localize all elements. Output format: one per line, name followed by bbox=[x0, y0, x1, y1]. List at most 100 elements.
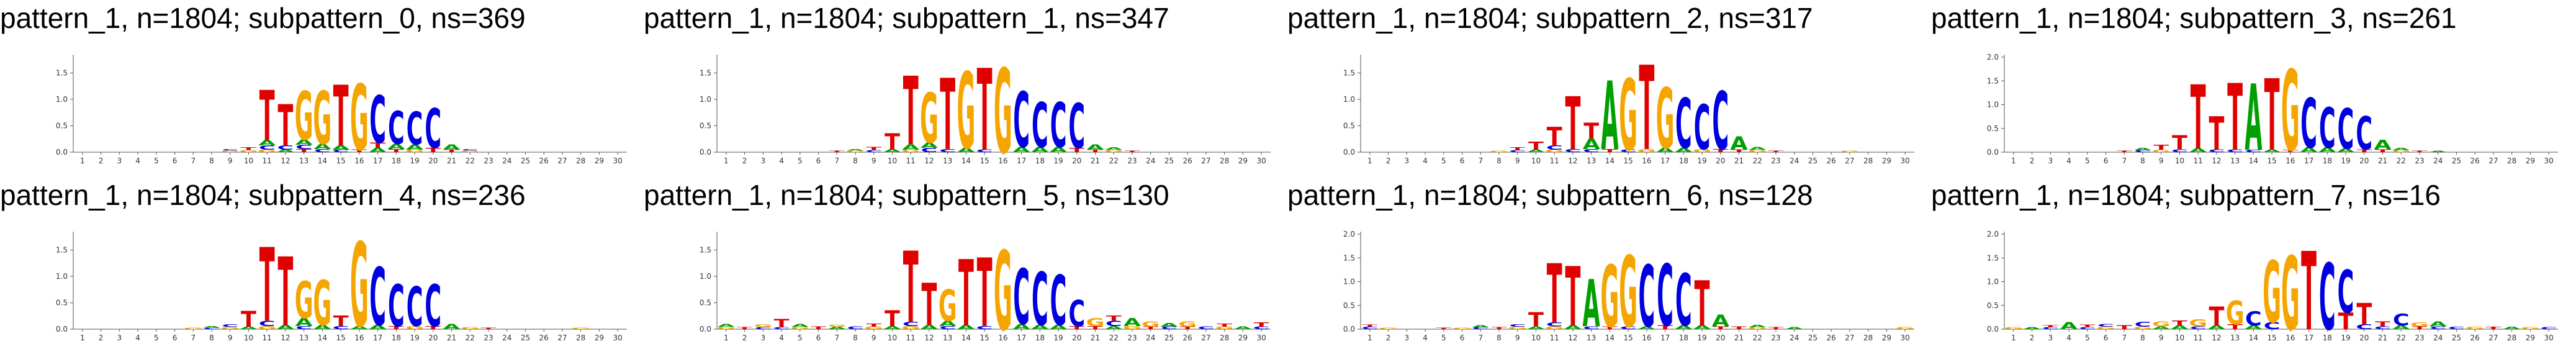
x-tick-label: 18 bbox=[392, 157, 401, 165]
logo-letter-A: A bbox=[828, 326, 846, 330]
x-tick-label: 28 bbox=[1863, 334, 1873, 342]
x-tick-label: 17 bbox=[373, 334, 382, 342]
logo-letter-G: G bbox=[2152, 320, 2171, 328]
logo-panel-5: pattern_1, n=1804; subpattern_5, ns=130 … bbox=[644, 177, 1287, 354]
logo-letter-C: C bbox=[1620, 149, 1637, 153]
logo-letter-C: C bbox=[773, 327, 790, 330]
logo-letter-A: A bbox=[1160, 322, 1178, 328]
y-tick-label: 0.0 bbox=[700, 148, 711, 157]
logo-letter-T: T bbox=[866, 323, 881, 328]
logo-letter-T: T bbox=[241, 147, 256, 151]
x-tick-label: 24 bbox=[1790, 334, 1799, 342]
panel-title: pattern_1, n=1804; subpattern_7, ns=16 bbox=[1931, 179, 2441, 211]
logo-chart: 0.00.51.01.51 2 3 4 5 6 7 8 9 10 11 12 13 14 15 16 17 18 1… bbox=[56, 218, 627, 353]
x-tick-label: 17 bbox=[2304, 334, 2313, 342]
logo-letter-G: G bbox=[258, 325, 276, 330]
logo-letter-T: T bbox=[1602, 148, 1618, 153]
logo-letter-G: G bbox=[717, 327, 736, 330]
x-tick-label: 1 bbox=[724, 157, 729, 165]
logo-letter-A: A bbox=[1105, 325, 1123, 330]
logo-letter-T: T bbox=[1695, 268, 1710, 340]
logo-letter-C: C bbox=[1620, 325, 1637, 330]
x-tick-label: 19 bbox=[2341, 157, 2350, 165]
x-tick-label: 16 bbox=[2286, 157, 2295, 165]
logo-letter-C: C bbox=[1050, 262, 1067, 342]
logo-letter-T: T bbox=[2153, 144, 2169, 152]
x-tick-label: 12 bbox=[281, 334, 290, 342]
logo-letter-T: T bbox=[259, 227, 275, 345]
x-tick-label: 3 bbox=[761, 157, 766, 165]
logo-letter-G: G bbox=[901, 325, 920, 330]
x-tick-label: 1 bbox=[1367, 157, 1372, 165]
logo-letter-A: A bbox=[2318, 147, 2336, 154]
x-tick-label: 20 bbox=[1072, 157, 1081, 165]
x-tick-label: 18 bbox=[392, 334, 401, 342]
x-tick-label: 11 bbox=[906, 157, 916, 165]
x-tick-label: 5 bbox=[154, 157, 159, 165]
x-tick-label: 22 bbox=[466, 157, 475, 165]
logo-panel-2: pattern_1, n=1804; subpattern_2, ns=317 … bbox=[1287, 0, 1931, 177]
logo-letter-C: C bbox=[2430, 325, 2446, 330]
x-tick-label: 15 bbox=[2267, 157, 2276, 165]
x-tick-label: 13 bbox=[1587, 334, 1596, 342]
logo-letter-C: C bbox=[2097, 324, 2114, 328]
x-tick-label: 13 bbox=[943, 157, 952, 165]
x-tick-label: 15 bbox=[2267, 334, 2276, 342]
x-tick-label: 14 bbox=[2249, 157, 2258, 165]
logo-chart: 0.00.51.01.52.01 2 3 4 5 6 7 8 9 10 11 12 13 14 15 16 17… bbox=[1987, 230, 2558, 354]
logo-letter-G: G bbox=[939, 281, 957, 331]
x-tick-label: 24 bbox=[1146, 157, 1155, 165]
logo-letter-T: T bbox=[1547, 247, 1562, 342]
logo-letter-A: A bbox=[1601, 62, 1618, 171]
logo-letter-A: A bbox=[883, 148, 901, 153]
logo-letter-C: C bbox=[939, 325, 956, 330]
x-tick-label: 7 bbox=[191, 157, 196, 165]
logo-chart: 0.00.51.01.51 2 3 4 5 6 7 8 9 10 11 12 13 14 15 16 17 18 1… bbox=[700, 45, 1271, 180]
x-tick-label: 1 bbox=[1367, 334, 1372, 342]
logo-letter-C: C bbox=[1013, 77, 1030, 165]
logo-letter-T: T bbox=[1657, 324, 1673, 330]
x-tick-label: 20 bbox=[2359, 334, 2369, 342]
logo-letter-A: A bbox=[921, 324, 939, 331]
logo-letter-A: A bbox=[1693, 324, 1711, 330]
x-tick-label: 14 bbox=[318, 334, 327, 342]
x-tick-label: 16 bbox=[1642, 157, 1651, 165]
x-tick-label: 6 bbox=[816, 334, 821, 342]
x-tick-label: 7 bbox=[191, 334, 196, 342]
x-tick-label: 30 bbox=[2544, 334, 2553, 342]
x-tick-label: 9 bbox=[228, 157, 233, 165]
panel-title: pattern_1, n=1804; subpattern_1, ns=347 bbox=[644, 2, 1169, 34]
x-tick-label: 24 bbox=[502, 334, 511, 342]
logo-letter-A: A bbox=[1124, 315, 1141, 329]
x-tick-label: 15 bbox=[980, 157, 989, 165]
logo-letter-A: A bbox=[369, 147, 387, 154]
x-tick-label: 5 bbox=[2085, 157, 2090, 165]
logo-letter-C: C bbox=[2356, 107, 2372, 160]
x-tick-label: 27 bbox=[1845, 157, 1854, 165]
logo-letter-G: G bbox=[1600, 247, 1619, 347]
logo-letter-C: C bbox=[222, 324, 238, 328]
x-tick-label: 15 bbox=[980, 334, 989, 342]
x-tick-label: 30 bbox=[1900, 334, 1909, 342]
logo-letter-G: G bbox=[994, 45, 1012, 180]
x-tick-label: 20 bbox=[428, 157, 438, 165]
logo-letter-C: C bbox=[407, 276, 423, 339]
x-tick-label: 23 bbox=[1771, 157, 1780, 165]
logo-letter-A: A bbox=[2263, 148, 2281, 153]
logo-letter-G: G bbox=[994, 229, 1012, 354]
logo-letter-G: G bbox=[2263, 243, 2281, 342]
logo-letter-T: T bbox=[2301, 230, 2317, 354]
y-tick-label: 0.5 bbox=[700, 122, 711, 130]
logo-letter-A: A bbox=[369, 324, 387, 331]
x-tick-label: 15 bbox=[1623, 157, 1633, 165]
logo-letter-G: G bbox=[1656, 71, 1675, 168]
logo-letter-C: C bbox=[865, 150, 882, 153]
logo-letter-G: G bbox=[957, 51, 975, 173]
logo-letter-A: A bbox=[443, 323, 460, 331]
logo-letter-G: G bbox=[461, 150, 479, 153]
logo-letter-T: T bbox=[903, 231, 919, 345]
logo-letter-A: A bbox=[2337, 147, 2355, 153]
x-tick-label: 29 bbox=[2526, 334, 2535, 342]
logo-panel-7: pattern_1, n=1804; subpattern_7, ns=16 0… bbox=[1931, 177, 2575, 354]
logo-letter-G: G bbox=[1896, 327, 1914, 330]
